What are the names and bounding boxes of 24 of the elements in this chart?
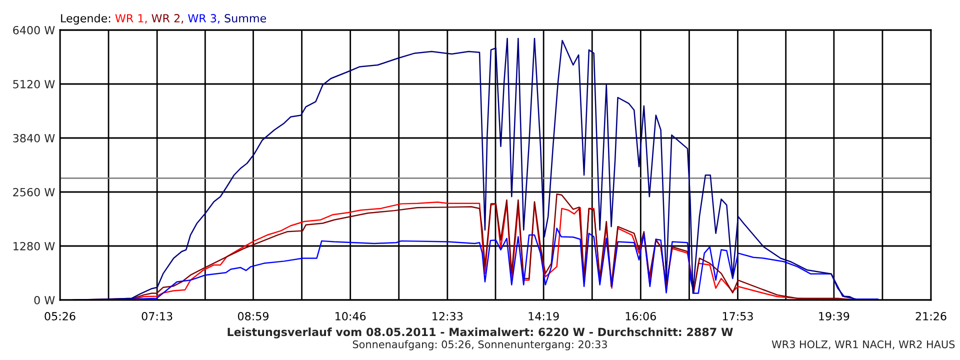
text: Leistungsverlauf vom 08.05.2011 - Maximalwert: 6220 W - Durchschnitt: 2887 W <box>228 328 733 338</box>
text: WR3 HOLZ, WR1 NACH, WR2 HAUS <box>772 340 955 350</box>
x-tick-label: 17:53 <box>722 312 753 320</box>
y-tick-label: 6400 W <box>13 26 55 34</box>
x-tick-label: 05:26 <box>44 312 76 320</box>
x-tick-label: 16:06 <box>626 312 656 320</box>
x-tick-label: 07:13 <box>142 312 172 320</box>
text: WR 3, <box>188 14 220 24</box>
x-tick-label: 12:33 <box>432 312 463 320</box>
y-tick-label: 2560 W <box>13 188 55 196</box>
y-tick-label: 1280 W <box>14 242 55 250</box>
text: WR 1, <box>115 14 147 24</box>
text: Sonnenaufgang: 05:26, Sonnenuntergang: 20:33 <box>352 340 607 350</box>
legend-title: Legende: <box>61 14 110 25</box>
text: WR 2, <box>152 14 184 24</box>
x-tick-label: 21:26 <box>916 312 946 320</box>
y-tick-label: 5120 W <box>13 80 55 88</box>
text: Summe <box>224 14 266 22</box>
y-tick-label: 0 W <box>34 296 55 304</box>
x-tick-label: 10:46 <box>336 312 366 320</box>
x-tick-label: 19:39 <box>819 312 850 320</box>
y-tick-label: 3840 W <box>13 134 55 142</box>
x-tick-label: 08:59 <box>238 312 268 320</box>
x-tick-label: 14:19 <box>528 312 559 320</box>
